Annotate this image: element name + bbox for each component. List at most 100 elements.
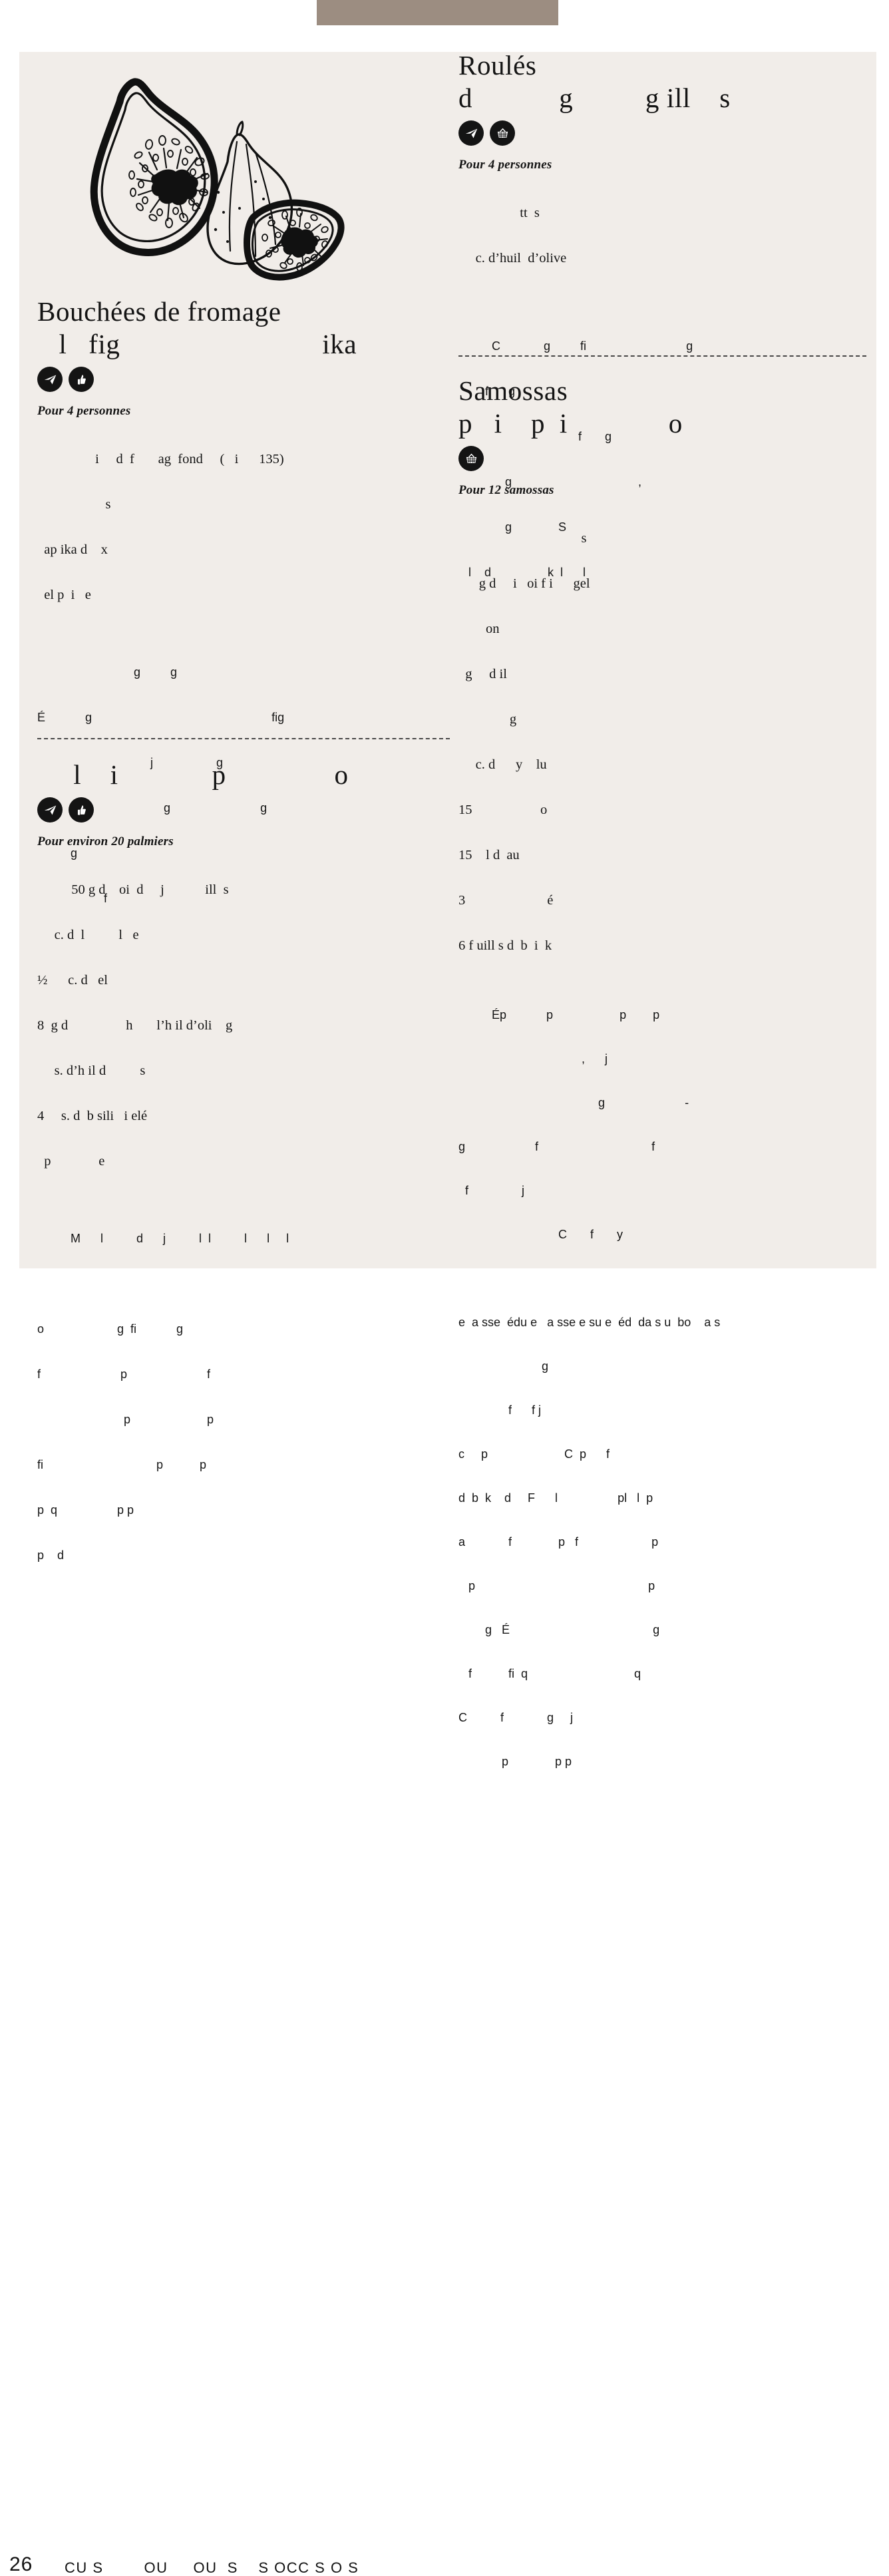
recipe-title-line1: Samossas [458,375,568,406]
thumbs-up-icon[interactable] [69,797,94,823]
instructions-line: f g [458,385,516,398]
footer-caption: CU S OU OU S S OCC S O S [65,2559,359,2576]
shopping-basket-icon[interactable] [490,120,515,146]
instructions-text: C g fi g f g f g g , g [458,312,858,606]
shopping-basket-icon[interactable] [458,446,484,471]
instructions-line: p p p [458,1755,572,1768]
ingredient-list: i d f ag fond ( i 135) s ap ika d x el p… [37,425,437,629]
servings-label: Pour 4 personnes [458,158,552,172]
recipe-samossas: Samossas p i p i o [458,375,864,1795]
paper-plane-icon[interactable] [37,797,63,823]
recipe-title-line2: d g g ill s [458,83,731,113]
ingredient-line: 4 s. d b sili i elé [37,1109,148,1123]
page-canvas: Bouchées de fromage l fig ika [19,49,876,1768]
instructions-line: Ép p p p [492,1008,660,1021]
instructions-line: l d k l l [458,566,586,579]
ingredient-line: ½ c. d el [37,973,108,988]
instructions-line: o g fi g [37,1322,184,1336]
recipe-title: Samossas p i p i o [458,375,864,440]
ingredient-list: s g d i oi f i gel on g d il g c. d y lu… [458,504,864,980]
instructions-line: p p [458,1579,655,1592]
ingredient-line: 3 é [458,893,554,908]
instructions-line: C f g j [458,1711,574,1724]
recipe-title-line1: l i p o [37,759,349,790]
recipe-title-line1: Roulés [458,50,537,81]
page-number: 26 [9,2553,33,2575]
instructions-line: j g [37,756,224,769]
servings-label: Pour 4 personnes [37,404,131,418]
recipe-title-line2: p i p i o [458,408,683,439]
recipe-title-line2: l fig ika [37,329,357,359]
instructions-line: c p C p f [458,1447,610,1461]
recipe-badges [37,797,437,823]
recipe-title: Roulés d g g ill s [458,49,858,114]
right-column: Roulés d g g ill s [458,49,876,1768]
instructions-line: g g [37,801,267,815]
paper-plane-icon[interactable] [458,120,484,146]
instructions-text: Ép p p p , j g - g f [458,982,864,1795]
instructions-line: f j [458,1184,525,1197]
ingredient-line: ap ika d x [37,542,108,557]
instructions-line: g [37,846,78,860]
ingredient-line: i d f ag fond ( i 135) [71,452,284,466]
instructions-line: É g fig [37,711,285,724]
instructions-line: a f p f p [458,1535,659,1549]
recipe-palmiers: l i p o Pour environ 20 palmie [37,759,437,1589]
recipe-title: Bouchées de fromage l fig ika [37,295,437,361]
instructions-line: e a sse édu e a sse e su e éd da s u bo … [458,1316,721,1329]
recipe-title-line1: Bouchées de fromage [37,296,281,327]
ingredient-line: g d il [458,667,507,681]
ingredient-line: g [458,712,517,727]
ingredient-line: s. d’h il d s [37,1063,146,1078]
page-footer: 26 CU S OU OU S S OCC S O S [0,1268,889,2576]
recipe-badges [458,120,858,146]
ingredient-line: c. d l l e [37,928,139,942]
instructions-line: M l d j l l l l l [71,1232,289,1245]
ingredient-line: on [458,622,500,636]
ingredient-line: s [37,497,111,512]
instructions-line: C g fi g [492,339,693,353]
section-divider [458,355,866,357]
instructions-line: , j [458,1052,608,1065]
recipe-badges [458,446,864,471]
paper-plane-icon[interactable] [37,367,63,392]
instructions-line: fi p p [37,1458,207,1471]
instructions-line: g g [71,665,178,679]
instructions-line: g [458,1360,549,1373]
instructions-line: f f j [458,1403,542,1417]
instructions-line: f p f [37,1368,211,1381]
accent-bar [317,0,558,25]
instructions-line: d b k d F l pl l p [458,1491,653,1505]
ingredient-line: tt s [492,206,540,220]
instructions-line: g S [458,520,567,534]
instructions-line: g , [458,475,642,488]
ingredient-line: 50 g d oi d j ill s [71,882,229,897]
ingredient-line: s [492,531,587,546]
ingredient-line: c. d y lu [458,757,547,772]
ingredient-line: 6 f uill s d b i k [458,938,552,953]
servings-label: Pour environ 20 palmiers [37,834,174,848]
ingredient-line: el p i e [37,588,91,602]
instructions-line: p p [37,1413,214,1426]
recipe-roules: Roulés d g g ill s [458,49,858,606]
instructions-line: g f f [458,1140,655,1153]
instructions-line: g É g [458,1623,660,1636]
ingredient-list: 50 g d oi d j ill s c. d l l e ½ c. d el… [37,856,437,1195]
ingredient-list: tt s c. d’huil d’olive [458,179,858,292]
thumbs-up-icon[interactable] [69,367,94,392]
instructions-line: p q p p [37,1503,134,1517]
recipe-bouchees-de-fromage: Bouchées de fromage l fig ika [37,295,437,932]
two-column-layout: Bouchées de fromage l fig ika [19,49,876,1768]
ingredient-line: 15 l d au [458,848,520,862]
ingredient-line: g d i oi f i gel [458,576,590,591]
left-column: Bouchées de fromage l fig ika [19,52,458,1562]
ingredient-line: 8 g d h l’h il d’oli g [37,1018,233,1033]
instructions-text: M l d j l l l l l Aj l g d d o g fi g f … [37,1204,437,1589]
instructions-line: f [37,892,108,905]
ingredient-line: 15 o [458,803,548,817]
figs-illustration [56,75,362,295]
section-divider [37,738,450,739]
instructions-line: g - [458,1096,689,1109]
servings-label: Pour 12 samossas [458,483,554,497]
instructions-line: C f y [458,1228,623,1241]
